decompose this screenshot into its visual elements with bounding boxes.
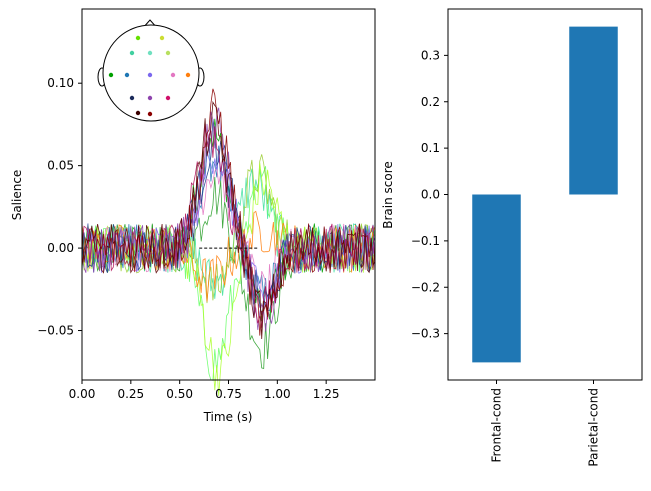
left-x-tick-label: 0.50 (166, 387, 193, 401)
salience-lines (81, 88, 376, 397)
sensor-dot (129, 50, 135, 56)
head-outline (102, 24, 200, 122)
sensor-dots (108, 35, 191, 117)
sensor-dot (147, 50, 153, 56)
sensor-dot (165, 95, 171, 101)
sensor-dot (135, 110, 141, 116)
left-y-axis-label: Salience (10, 170, 24, 221)
sensor-dot (165, 50, 171, 56)
salience-plot: 0.00 0.25 0.50 0.75 1.00 1.25 −0.05 0.00 0.05 0.… (10, 8, 376, 424)
left-x-axis-label: Time (s) (203, 410, 253, 424)
left-y-tick-label: −0.05 (37, 324, 74, 338)
sensor-dot (147, 72, 153, 78)
sensor-head-inset (97, 19, 205, 122)
right-x-ticks: Frontal-cond Parietal-cond (490, 380, 601, 467)
brain-score-plot: −0.3 −0.2 −0.1 0.0 0.1 0.2 0.3 Frontal-cond Par… (381, 8, 643, 467)
sensor-dot (147, 95, 153, 101)
sensor-dot (147, 111, 153, 117)
brain-score-bar (569, 26, 618, 195)
sensor-dot (135, 35, 141, 41)
left-x-tick-label: 1.00 (264, 387, 291, 401)
right-y-tick-label: −0.3 (411, 327, 440, 341)
right-y-tick-label: 0.3 (421, 48, 440, 62)
salience-series-line (81, 100, 376, 340)
right-x-tick-label: Parietal-cond (587, 388, 601, 467)
brain-score-bars (472, 26, 618, 363)
left-y-tick-label: 0.10 (47, 76, 74, 90)
left-x-tick-label: 1.25 (313, 387, 340, 401)
brain-score-bar (472, 194, 521, 363)
left-x-ticks: 0.00 0.25 0.50 0.75 1.00 1.25 (69, 380, 340, 401)
sensor-dot (159, 35, 165, 41)
sensor-dot (185, 72, 191, 78)
salience-series-line (81, 118, 376, 316)
left-x-tick-label: 0.25 (117, 387, 144, 401)
salience-series-line (81, 107, 376, 332)
right-x-tick-label: Frontal-cond (490, 388, 504, 463)
left-y-tick-label: 0.00 (47, 241, 74, 255)
right-y-tick-label: −0.1 (411, 234, 440, 248)
sensor-dot (108, 72, 114, 78)
right-y-tick-label: 0.0 (421, 188, 440, 202)
left-x-tick-label: 0.00 (69, 387, 96, 401)
right-y-axis-label: Brain score (381, 161, 395, 229)
right-y-ticks: −0.3 −0.2 −0.1 0.0 0.1 0.2 0.3 (411, 48, 448, 341)
salience-series-line (81, 124, 376, 328)
right-y-tick-label: 0.1 (421, 141, 440, 155)
salience-series-line (81, 88, 376, 336)
sensor-dot (129, 95, 135, 101)
left-x-tick-label: 0.75 (215, 387, 242, 401)
left-y-tick-label: 0.05 (47, 159, 74, 173)
left-y-ticks: −0.05 0.00 0.05 0.10 (37, 76, 82, 338)
sensor-dot (124, 72, 130, 78)
sensor-dot (170, 72, 176, 78)
right-y-tick-label: 0.2 (421, 95, 440, 109)
right-y-tick-label: −0.2 (411, 280, 440, 294)
